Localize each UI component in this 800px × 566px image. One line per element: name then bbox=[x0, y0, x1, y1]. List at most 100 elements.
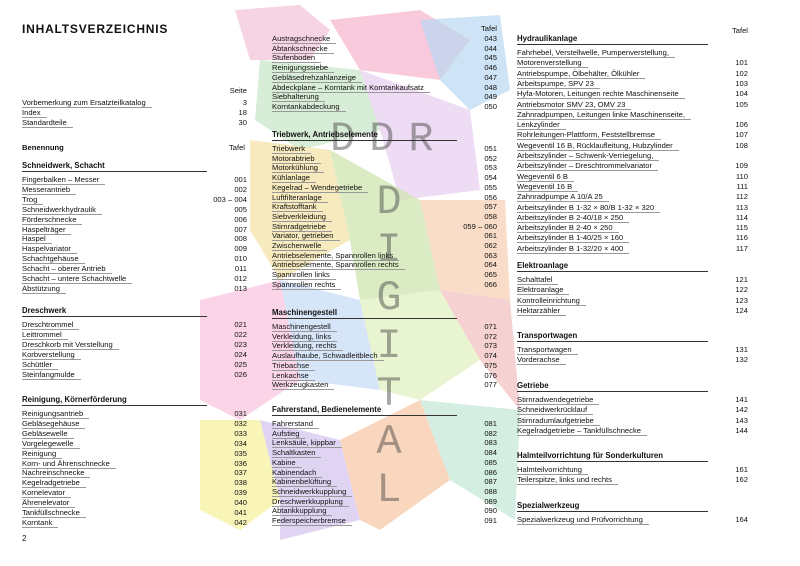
entry-number: 059 – 060 bbox=[463, 221, 497, 231]
entry-label: Arbeitszylinder B 1-40/25 × 160 bbox=[517, 233, 630, 244]
entry-row: Siebverkleidung 058 bbox=[272, 212, 497, 222]
entry-number: 123 bbox=[735, 295, 748, 305]
entry-label: Schalttafel bbox=[517, 275, 559, 285]
entry-row: Kegelrad – Wendegetriebe 055 bbox=[272, 183, 497, 193]
page-number: 2 bbox=[22, 534, 27, 543]
entry-number: 043 bbox=[484, 34, 497, 43]
entry-number: 109 bbox=[735, 161, 748, 171]
entry-row: Antriebspumpe, Ölbehälter, Ölkühler 102 bbox=[517, 69, 748, 79]
entry-label: Abstützung bbox=[22, 284, 66, 294]
entry-row: Korbverstellung 024 bbox=[22, 350, 247, 360]
entry-number: 007 bbox=[234, 224, 247, 234]
entry-label: Abtankschnecke bbox=[272, 44, 334, 54]
entry-label: Gebläsewelle bbox=[22, 429, 74, 439]
entry-number: 033 bbox=[234, 428, 247, 438]
entry-label: Reinigungssiebe bbox=[272, 63, 335, 74]
entry-row: Motorabtrieb 052 bbox=[272, 154, 497, 164]
entry-number: 040 bbox=[234, 498, 247, 508]
entry-row: Haspel 008 bbox=[22, 234, 247, 245]
entry-row: Kegelradgetriebe 038 bbox=[22, 478, 247, 489]
entry-row: Kraftstofftank 057 bbox=[272, 202, 497, 213]
entry-label: Zahnradpumpe A 10/A 25 bbox=[517, 192, 609, 203]
entry-label: Vorgelegewelle bbox=[22, 439, 80, 449]
entry-number: 012 bbox=[234, 274, 247, 283]
entry-number: 086 bbox=[484, 467, 497, 477]
entry-row: Spannrollen links 065 bbox=[272, 270, 497, 281]
entry-label: Schacht – untere Schachtwelle bbox=[22, 274, 133, 284]
entry-row: Motorkühlung 053 bbox=[272, 163, 497, 174]
entry-row: Schneidwerkhydraulik 005 bbox=[22, 205, 247, 215]
entry-row: Maschinengestell 071 bbox=[272, 322, 497, 332]
entry-row: Zwischenwelle 062 bbox=[272, 241, 497, 251]
entry-label: Lenksäule, kippbar bbox=[272, 438, 342, 449]
entry-row: Zahnradpumpe A 10/A 25 112 bbox=[517, 192, 748, 203]
entry-row: Arbeitszylinder B 1-40/25 × 160 116 bbox=[517, 233, 748, 244]
entry-label: Kabinenbelüftung bbox=[272, 477, 338, 488]
entry-row: Kabinenbelüftung 087 bbox=[272, 477, 497, 488]
entry-label: Kegelrad – Wendegetriebe bbox=[272, 183, 369, 193]
entry-number: 103 bbox=[735, 78, 748, 88]
section-heading: Triebwerk, Antriebselemente bbox=[272, 130, 457, 141]
entry-row: Lenksäule, kippbar 083 bbox=[272, 438, 497, 449]
entry-row: Antriebselemente, Spannrollen links 063 bbox=[272, 251, 497, 261]
section-heading: Elektroanlage bbox=[517, 261, 708, 272]
entry-label: Verkleidung, links bbox=[272, 332, 338, 342]
entry-row: Haspelvariator 009 bbox=[22, 244, 247, 255]
entry-number: 009 bbox=[234, 244, 247, 254]
entry-label: Verkleidung, rechts bbox=[272, 341, 343, 352]
entry-number: 3 bbox=[242, 98, 247, 107]
intro-header: Seite bbox=[229, 86, 247, 95]
entry-label: Korntank bbox=[22, 518, 59, 528]
entry-number: 006 bbox=[234, 214, 247, 224]
entry-number: 164 bbox=[735, 515, 748, 524]
entry-number: 143 bbox=[735, 415, 748, 425]
entry-label: Dreschtrommel bbox=[22, 320, 80, 330]
entry-row: Schneidwerkrücklauf 142 bbox=[517, 405, 748, 416]
column-header-number: Tafel bbox=[228, 143, 245, 152]
entry-row: Arbeitszylinder B 2-40 × 250 115 bbox=[517, 223, 748, 234]
entry-number: 002 bbox=[234, 184, 247, 194]
entry-number: 114 bbox=[735, 212, 748, 222]
entry-row: Arbeitszylinder – Schwenk-Verriegelung, bbox=[517, 151, 748, 161]
entry-label: Gebläsegehäuse bbox=[22, 419, 86, 429]
entry-row: Fahrhebel, Verstellwelle, Pumpenverstell… bbox=[517, 48, 748, 58]
entry-label: Vorbemerkung zum Ersatzteilkatalog bbox=[22, 98, 152, 108]
entry-row: Kegelradgetriebe – Tankfüllschnecke 144 bbox=[517, 426, 748, 436]
entry-number: 132 bbox=[735, 355, 748, 365]
entry-label: Stirnradwendegetriebe bbox=[517, 395, 600, 405]
entry-number: 031 bbox=[234, 409, 247, 418]
entry-row: Wegeventil 16 B, Rücklaufleitung, Hubzyl… bbox=[517, 141, 748, 151]
entry-row: Leittrommel 022 bbox=[22, 330, 247, 340]
entry-label: Kontrolleinrichtung bbox=[517, 296, 586, 306]
entry-number: 121 bbox=[735, 275, 748, 284]
entry-label: Motorenverstellung bbox=[517, 58, 588, 69]
entry-number: 048 bbox=[484, 82, 497, 92]
entry-number: 108 bbox=[735, 140, 748, 150]
entry-number: 052 bbox=[484, 153, 497, 163]
entry-label: Index bbox=[22, 108, 47, 118]
entry-label: Kühlanlage bbox=[272, 173, 317, 184]
page-title: INHALTSVERZEICHNIS bbox=[22, 22, 169, 36]
entry-number: 022 bbox=[234, 329, 247, 339]
entry-number: 113 bbox=[735, 202, 748, 212]
entry-label: Arbeitszylinder – Schwenk-Verriegelung, bbox=[517, 151, 660, 161]
entry-number: 056 bbox=[484, 192, 497, 202]
entry-row: Halmteilvorrichtung 161 bbox=[517, 465, 748, 475]
entry-number: 032 bbox=[234, 418, 247, 428]
entry-number: 013 bbox=[234, 283, 247, 293]
entry-row: Schacht – oberer Antrieb 011 bbox=[22, 264, 247, 275]
entry-row: Schaltkasten 084 bbox=[272, 448, 497, 459]
section-heading: Hydraulikanlage bbox=[517, 34, 708, 45]
entry-label: Schneidwerkrücklauf bbox=[517, 405, 594, 416]
entry-number: 141 bbox=[735, 395, 748, 404]
entry-row: Spezialwerkzeug und Prüfvorrichtung 164 bbox=[517, 515, 748, 525]
entry-number: 110 bbox=[735, 171, 748, 181]
entry-label: Elektroanlage bbox=[517, 285, 570, 296]
entry-number: 026 bbox=[234, 369, 247, 379]
entry-number: 077 bbox=[484, 380, 497, 390]
entry-number: 161 bbox=[735, 465, 748, 474]
entry-label: Hyfa-Motoren, Leitungen rechte Maschinen… bbox=[517, 89, 685, 100]
entry-number: 058 bbox=[484, 211, 497, 221]
entry-label: Arbeitszylinder B 2-40/18 × 250 bbox=[517, 213, 630, 223]
